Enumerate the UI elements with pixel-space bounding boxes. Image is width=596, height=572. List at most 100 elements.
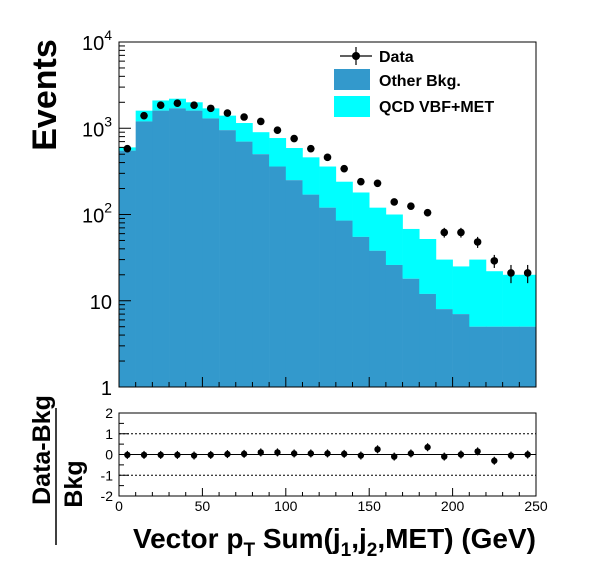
- data-point: [407, 202, 415, 210]
- ratio-point: [140, 451, 148, 459]
- qcd-bar: [202, 108, 220, 119]
- ratio-point: [391, 453, 398, 460]
- other-bkg-bar: [335, 220, 353, 387]
- ratio-point: [474, 448, 481, 455]
- other-bkg-bar: [252, 154, 270, 387]
- qcd-bar: [519, 274, 537, 327]
- legend-qcd-label: QCD VBF+MET: [379, 99, 494, 116]
- other-bkg-bar: [319, 207, 337, 387]
- qcd-bar: [502, 274, 520, 327]
- ratio-point: [457, 451, 465, 458]
- y-axis-label: Events: [26, 39, 64, 151]
- data-point: [373, 179, 382, 188]
- qcd-bar: [352, 192, 370, 237]
- qcd-bar: [269, 138, 287, 167]
- other-bkg-bar: [419, 293, 437, 387]
- qcd-bar: [219, 115, 237, 131]
- other-bkg-bar: [235, 141, 253, 387]
- other-bkg-bar: [352, 236, 370, 387]
- ratio-y-tick-label: 0: [105, 447, 113, 463]
- qcd-bar: [335, 181, 353, 221]
- data-points: [123, 99, 532, 284]
- data-point: [490, 257, 499, 265]
- ratio-y-tick-label: 1: [105, 426, 113, 442]
- qcd-bar: [252, 132, 270, 155]
- other-bkg-bar: [202, 118, 220, 387]
- qcd-bar: [235, 123, 253, 142]
- qcd-bar: [435, 259, 453, 310]
- ratio-point: [507, 452, 515, 459]
- y-tick-label: 104: [82, 27, 112, 55]
- ratio-point: [491, 457, 498, 464]
- qcd-bar: [319, 166, 337, 208]
- other-bkg-bar: [469, 326, 487, 387]
- ratio-y-tick-label: -2: [101, 488, 114, 504]
- data-point: [190, 101, 198, 110]
- ratio-point: [224, 450, 231, 458]
- legend-other-bkg-label: Other Bkg.: [379, 73, 461, 90]
- ratio-y-label-denominator: Bkg: [60, 460, 88, 507]
- stacked-histogram: [119, 98, 537, 388]
- legend-data-marker: [352, 52, 360, 60]
- data-point: [240, 113, 248, 121]
- data-point: [340, 164, 348, 173]
- other-bkg-bar: [519, 326, 537, 387]
- ratio-point: [274, 449, 281, 456]
- other-bkg-bar: [269, 166, 287, 387]
- y-tick-label: 102: [82, 200, 112, 228]
- data-point: [523, 269, 532, 277]
- ratio-point: [307, 450, 315, 457]
- other-bkg-bar: [302, 194, 320, 387]
- ratio-y-ticks: -2 -1 0 1 2: [101, 405, 129, 504]
- data-point: [173, 99, 182, 108]
- ratio-y-tick-label: 2: [105, 405, 113, 421]
- data-point: [256, 117, 265, 126]
- main-x-ticks: [118, 377, 537, 387]
- legend-data-label: Data: [379, 49, 414, 66]
- other-bkg-bar: [185, 110, 203, 387]
- legend: Data Other Bkg. QCD VBF+MET: [334, 47, 494, 117]
- ratio-y-tick-label: -1: [101, 467, 114, 483]
- qcd-bar: [469, 259, 487, 327]
- legend-qcd-swatch: [334, 96, 370, 117]
- ratio-point: [174, 451, 181, 459]
- x-tick-label: 150: [358, 498, 382, 514]
- qcd-bar: [285, 148, 303, 181]
- x-tick-label: 200: [441, 498, 465, 514]
- data-point: [290, 134, 298, 143]
- data-point: [140, 111, 148, 120]
- data-point: [273, 126, 282, 134]
- ratio-point: [257, 449, 264, 456]
- other-bkg-bar: [152, 110, 170, 387]
- data-point: [323, 153, 332, 162]
- ratio-points: [124, 443, 531, 465]
- legend-other-bkg-swatch: [334, 69, 370, 90]
- data-point: [307, 144, 315, 153]
- other-bkg-bar: [169, 108, 187, 387]
- qcd-bar: [402, 228, 420, 279]
- data-point: [440, 228, 449, 237]
- data-point: [123, 144, 132, 153]
- ratio-point: [441, 453, 448, 460]
- ratio-point: [424, 444, 431, 451]
- other-bkg-bar: [369, 250, 387, 387]
- ratio-point: [207, 451, 214, 459]
- data-point: [206, 104, 215, 113]
- other-bkg-bar: [485, 326, 503, 387]
- ratio-y-label-numerator: Data-Bkg: [28, 395, 56, 505]
- ratio-x-ticks: 0 50 100 150 200 250: [115, 488, 548, 514]
- qcd-bar: [452, 266, 470, 315]
- ratio-point: [374, 446, 381, 453]
- main-y-ticks: 1 10 102 103 104: [82, 27, 131, 400]
- data-point: [156, 101, 165, 110]
- ratio-point: [340, 450, 348, 458]
- qcd-bar: [302, 157, 320, 195]
- data-point: [507, 269, 515, 277]
- ratio-grid-lines: [119, 433, 536, 476]
- y-tick-label: 10: [90, 292, 112, 314]
- ratio-point: [524, 451, 531, 458]
- data-point: [390, 198, 399, 206]
- other-bkg-bar: [502, 326, 520, 387]
